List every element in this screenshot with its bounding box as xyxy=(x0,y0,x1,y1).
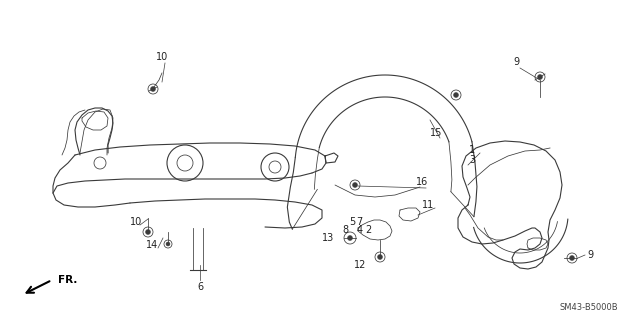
Text: 5: 5 xyxy=(349,217,355,227)
Text: 16: 16 xyxy=(416,177,428,187)
Text: 9: 9 xyxy=(587,250,593,260)
Text: 15: 15 xyxy=(430,128,442,138)
Text: 13: 13 xyxy=(322,233,334,243)
Text: 12: 12 xyxy=(354,260,366,270)
Text: SM43-B5000B: SM43-B5000B xyxy=(559,303,618,312)
Circle shape xyxy=(353,182,358,188)
Text: FR.: FR. xyxy=(58,275,77,285)
Text: 2: 2 xyxy=(365,225,371,235)
Text: 8: 8 xyxy=(342,225,348,235)
Circle shape xyxy=(150,86,156,92)
Text: 7: 7 xyxy=(356,217,362,227)
Text: 10: 10 xyxy=(156,52,168,62)
Circle shape xyxy=(348,235,353,241)
Text: 14: 14 xyxy=(146,240,158,250)
Text: 10: 10 xyxy=(130,217,142,227)
Circle shape xyxy=(570,256,575,261)
Circle shape xyxy=(145,229,150,234)
Text: 4: 4 xyxy=(357,225,363,235)
Circle shape xyxy=(378,255,383,259)
Text: 6: 6 xyxy=(197,282,203,292)
Text: 1: 1 xyxy=(469,145,475,155)
Text: 3: 3 xyxy=(469,155,475,165)
Circle shape xyxy=(166,242,170,246)
Circle shape xyxy=(538,75,543,79)
Circle shape xyxy=(454,93,458,98)
Text: 9: 9 xyxy=(513,57,519,67)
Text: 11: 11 xyxy=(422,200,434,210)
